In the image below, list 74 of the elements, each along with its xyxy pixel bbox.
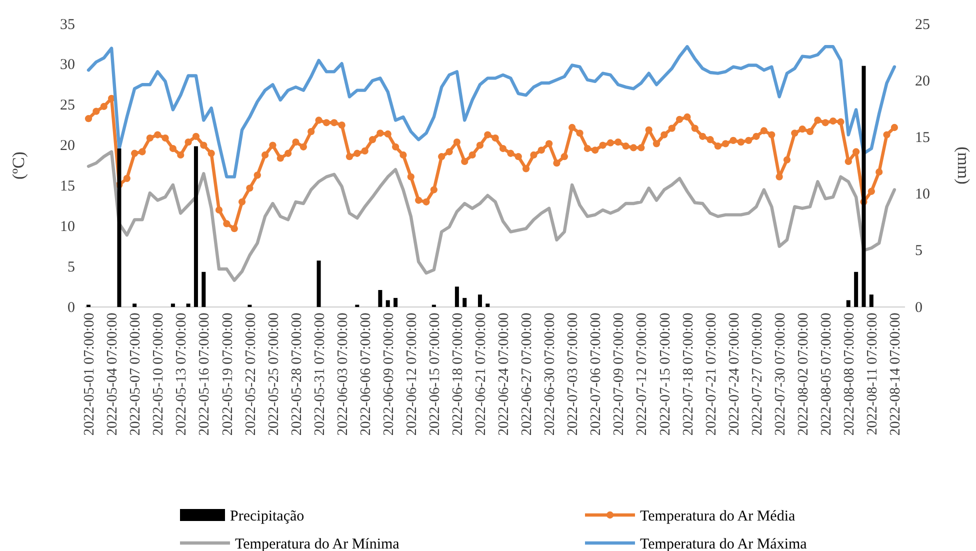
x-tick-label: 2022-05-10 07:00:00 (150, 312, 167, 436)
bar (316, 260, 321, 307)
y2-tick-label: 10 (915, 186, 930, 203)
x-tick-label: 2022-05-19 07:00:00 (220, 312, 236, 436)
x-tick-label: 2022-07-09 07:00:00 (611, 312, 628, 436)
y-tick-label: 0 (68, 300, 75, 316)
y-tick-label: 25 (60, 98, 75, 114)
y2-tick-label: 25 (915, 16, 930, 33)
x-tick-label: 2022-08-11 07:00:00 (864, 312, 880, 436)
x-tick-label: 2022-06-30 07:00:00 (542, 312, 558, 436)
y-tick-label: 15 (60, 178, 75, 195)
x-tick-label: 2022-07-21 07:00:00 (703, 312, 720, 436)
x-tick-label: 2022-07-06 07:00:00 (588, 312, 604, 436)
x-tick-label: 2022-05-25 07:00:00 (266, 312, 282, 436)
x-tick-label: 2022-05-07 07:00:00 (128, 312, 144, 436)
x-tick-label: 2022-07-12 07:00:00 (634, 312, 650, 436)
x-tick-label: 2022-05-28 07:00:00 (288, 312, 305, 436)
x-tick-label: 2022-05-22 07:00:00 (242, 312, 259, 436)
y-tick-label: 35 (60, 16, 75, 33)
bar (202, 272, 206, 307)
x-tick-label: 2022-05-31 07:00:00 (312, 312, 328, 436)
bar (394, 298, 398, 307)
x-tick-label: 2022-06-24 07:00:00 (496, 312, 512, 436)
bar (170, 304, 175, 307)
bar (486, 304, 490, 307)
x-tick-label: 2022-05-13 07:00:00 (174, 312, 190, 436)
x-tick-label: 2022-05-16 07:00:00 (196, 312, 213, 436)
bar (117, 148, 122, 307)
legend-label: Temperatura do Ar Média (640, 508, 796, 524)
x-tick-label: 2022-06-06 07:00:00 (358, 312, 374, 436)
bar (132, 304, 137, 307)
x-tick-label: 2022-07-30 07:00:00 (772, 312, 788, 436)
bar (869, 294, 874, 307)
x-tick-label: 2022-07-15 07:00:00 (657, 312, 674, 436)
y2-tick-label: 0 (915, 300, 922, 316)
bar (194, 146, 198, 307)
y2-axis-title: (mm) (954, 146, 973, 184)
y2-tick-label: 5 (915, 243, 922, 260)
y-tick-label: 10 (60, 218, 75, 235)
legend-label: Precipitação (230, 508, 304, 524)
x-tick-label: 2022-07-27 07:00:00 (749, 312, 766, 436)
x-tick-label: 2022-05-04 07:00:00 (104, 312, 121, 436)
bar (186, 304, 190, 307)
y2-tick-label: 20 (915, 73, 930, 90)
x-tick-label: 2022-06-03 07:00:00 (334, 312, 351, 436)
line-series (86, 150, 896, 282)
bar (478, 294, 482, 307)
bar (462, 298, 467, 307)
x-tick-label: 2022-08-08 07:00:00 (841, 312, 858, 436)
bar (862, 66, 866, 307)
x-tick-label: 2022-06-21 07:00:00 (473, 312, 490, 436)
x-tick-label: 2022-07-18 07:00:00 (680, 312, 696, 436)
bar (854, 272, 858, 307)
y-axis-title: (ºC) (9, 152, 28, 180)
x-tick-label: 2022-07-24 07:00:00 (726, 312, 742, 436)
bar (386, 300, 390, 307)
bar (378, 290, 382, 307)
x-tick-label: 2022-06-09 07:00:00 (380, 312, 397, 436)
x-tick-label: 2022-06-27 07:00:00 (519, 312, 536, 436)
x-tick-label: 2022-05-01 07:00:00 (82, 312, 98, 436)
x-tick-label: 2022-06-15 07:00:00 (426, 312, 443, 436)
x-tick-label: 2022-07-03 07:00:00 (565, 312, 582, 436)
y-tick-label: 5 (68, 259, 75, 276)
x-tick-label: 2022-06-12 07:00:00 (404, 312, 420, 436)
y2-tick-label: 15 (915, 130, 930, 146)
x-tick-label: 2022-08-14 07:00:00 (888, 312, 904, 436)
bar (846, 300, 850, 307)
x-tick-label: 2022-06-18 07:00:00 (450, 312, 466, 436)
x-tick-label: 2022-08-02 07:00:00 (795, 312, 812, 436)
line-series (86, 45, 896, 178)
bar (454, 286, 459, 307)
y-tick-label: 20 (60, 138, 75, 154)
y-tick-label: 30 (60, 57, 75, 74)
x-tick-label: 2022-08-05 07:00:00 (818, 312, 834, 436)
